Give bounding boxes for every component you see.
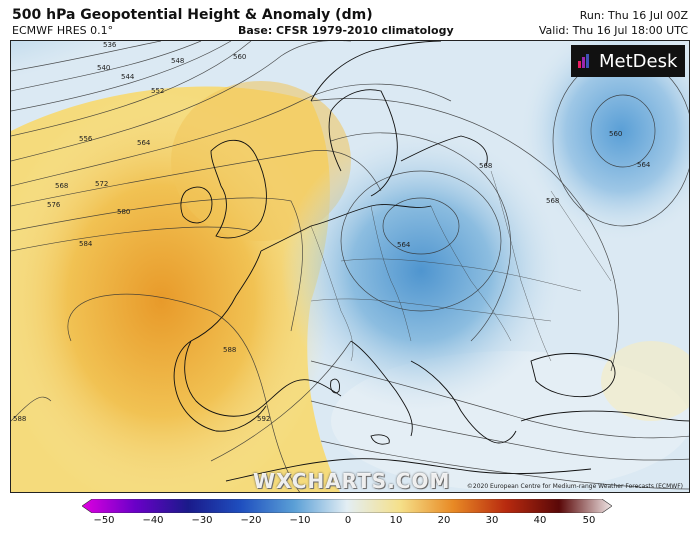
contour-label-560: 560 (233, 53, 246, 61)
colorbar-tick: −50 (93, 515, 115, 526)
colorbar-tick: 50 (582, 515, 596, 526)
contour-labels: 536 540 544 548 552 556 560 564 568 572 … (13, 41, 651, 423)
colorbar-tick: −40 (142, 515, 164, 526)
copyright-notice: ©2020 European Centre for Medium-range W… (466, 483, 683, 490)
metdesk-logo-text: MetDesk (599, 50, 678, 72)
colorbar-tick: −30 (191, 515, 213, 526)
contour-label-552: 552 (151, 87, 164, 95)
wxcharts-watermark: WXCHARTS.COM (253, 469, 451, 493)
colorbar-tick: 30 (485, 515, 499, 526)
map-canvas: 536 540 544 548 552 556 560 564 568 572 … (11, 41, 689, 492)
contour-label-576: 576 (47, 201, 61, 209)
contour-label-544: 544 (121, 73, 135, 81)
contour-label-548: 548 (171, 57, 184, 65)
contour-label-540: 540 (97, 64, 110, 72)
contour-label-564: 564 (137, 139, 151, 147)
contour-label-584: 584 (79, 240, 93, 248)
colorbar-tick: 40 (533, 515, 547, 526)
contour-label-568-east: 568 (479, 162, 492, 170)
valid-time-label: Valid: Thu 16 Jul 18:00 UTC (538, 24, 688, 37)
contour-label-572: 572 (95, 180, 108, 188)
metdesk-logo: MetDesk (571, 45, 685, 77)
contour-label-564-ne: 564 (637, 161, 651, 169)
contour-label-580: 580 (117, 208, 130, 216)
contour-label-564-central: 564 (397, 241, 411, 249)
coastlines (173, 41, 689, 482)
colorbar-tick: 0 (344, 515, 352, 526)
base-climatology-label: Base: CFSR 1979-2010 climatology (238, 24, 454, 37)
colorbar-tick: −20 (240, 515, 262, 526)
height-contours (11, 41, 689, 492)
contour-label-588: 588 (223, 346, 236, 354)
contour-label-592: 592 (257, 415, 270, 423)
anomaly-colorbar (82, 499, 612, 513)
colorbar-tick: 10 (389, 515, 403, 526)
chart-title: 500 hPa Geopotential Height & Anomaly (d… (12, 7, 373, 23)
contour-label-560-ne: 560 (609, 130, 622, 138)
colorbar-tick-labels: −50 −40 −30 −20 −10 0 10 20 30 40 50 (0, 515, 700, 529)
colorbar-tick: −10 (289, 515, 311, 526)
contour-label-588-west: 588 (13, 415, 26, 423)
country-borders (310, 170, 612, 362)
contour-label-568-ne: 568 (546, 197, 559, 205)
metdesk-logo-icon (577, 53, 593, 69)
anomaly-map: 536 540 544 548 552 556 560 564 568 572 … (10, 40, 690, 493)
model-label: ECMWF HRES 0.1° (12, 24, 114, 37)
contour-label-536: 536 (103, 41, 117, 49)
run-time-label: Run: Thu 16 Jul 00Z (579, 9, 688, 22)
contour-label-568: 568 (55, 182, 68, 190)
colorbar-tick: 20 (437, 515, 451, 526)
contour-label-556: 556 (79, 135, 93, 143)
